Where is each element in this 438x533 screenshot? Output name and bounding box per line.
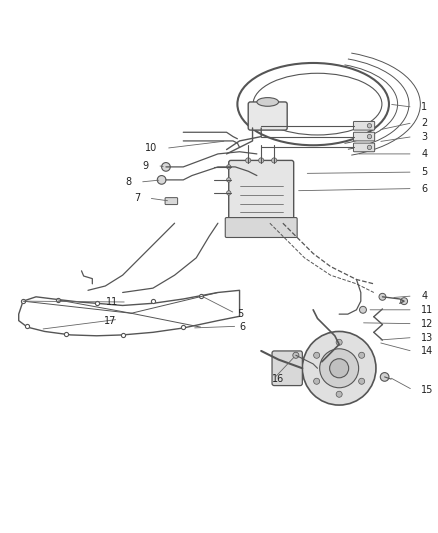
Text: 5: 5	[421, 167, 427, 177]
Text: 11: 11	[106, 297, 118, 307]
Circle shape	[258, 158, 264, 163]
Text: 3: 3	[421, 132, 427, 142]
Circle shape	[320, 349, 359, 387]
Circle shape	[226, 191, 231, 195]
Circle shape	[293, 352, 299, 358]
Circle shape	[272, 158, 277, 163]
Text: 13: 13	[421, 333, 434, 343]
Text: 7: 7	[134, 193, 140, 203]
Circle shape	[367, 146, 371, 150]
Circle shape	[314, 352, 320, 358]
Circle shape	[330, 359, 349, 378]
FancyBboxPatch shape	[272, 351, 302, 385]
FancyBboxPatch shape	[353, 132, 374, 141]
Circle shape	[336, 391, 342, 397]
FancyBboxPatch shape	[165, 198, 178, 205]
Circle shape	[359, 352, 365, 358]
Circle shape	[226, 165, 231, 169]
FancyBboxPatch shape	[248, 102, 287, 130]
FancyBboxPatch shape	[353, 143, 374, 152]
Circle shape	[367, 134, 371, 139]
Text: 5: 5	[237, 309, 244, 319]
Circle shape	[226, 177, 231, 182]
FancyBboxPatch shape	[229, 160, 294, 225]
Text: 4: 4	[421, 149, 427, 159]
Text: 6: 6	[240, 322, 246, 332]
Text: 4: 4	[421, 291, 427, 301]
Circle shape	[162, 163, 170, 171]
Text: 14: 14	[421, 346, 434, 357]
Circle shape	[314, 378, 320, 384]
Circle shape	[336, 339, 342, 345]
Circle shape	[302, 332, 376, 405]
Circle shape	[157, 175, 166, 184]
Text: 12: 12	[421, 319, 434, 329]
FancyBboxPatch shape	[225, 217, 297, 238]
Circle shape	[360, 306, 367, 313]
Text: 2: 2	[421, 118, 427, 128]
Circle shape	[379, 293, 386, 300]
Circle shape	[367, 124, 371, 128]
Text: 9: 9	[142, 160, 148, 171]
Text: 15: 15	[421, 385, 434, 395]
Text: 8: 8	[125, 177, 131, 187]
Circle shape	[380, 373, 389, 381]
Text: 10: 10	[145, 143, 157, 154]
FancyBboxPatch shape	[353, 122, 374, 130]
Ellipse shape	[257, 98, 279, 106]
Text: 11: 11	[421, 305, 434, 315]
Text: 6: 6	[421, 183, 427, 193]
Text: 16: 16	[272, 374, 284, 384]
Circle shape	[359, 378, 365, 384]
Text: 1: 1	[421, 102, 427, 112]
Circle shape	[401, 297, 408, 304]
Text: 17: 17	[104, 316, 116, 326]
Circle shape	[246, 158, 251, 163]
